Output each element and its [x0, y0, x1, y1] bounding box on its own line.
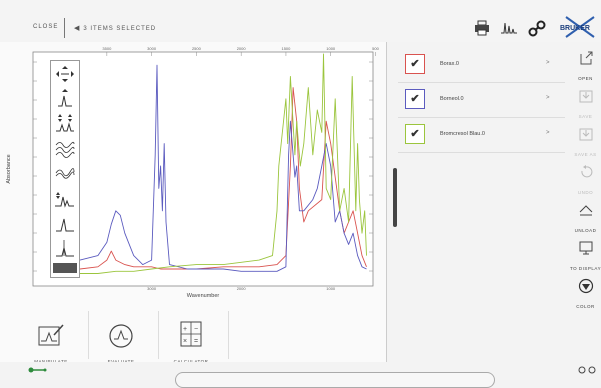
spectrum-name: Borax.0 [440, 61, 459, 67]
manipulate-button[interactable]: MANIPULATE [16, 307, 86, 375]
spectrum-checkbox[interactable]: ✔ [405, 54, 425, 74]
selection-indicator[interactable]: ◀ 3 ITEMS SELECTED [74, 24, 156, 32]
top-tick-label: 3000 [147, 46, 157, 51]
bruker-logo: BRUKER [560, 14, 601, 45]
save-icon [579, 90, 592, 103]
scale-tool[interactable] [53, 113, 77, 133]
peak-pick-tool[interactable] [53, 188, 77, 208]
save-as-button[interactable]: SAVE AS [570, 126, 601, 166]
series-line-2 [79, 64, 367, 272]
marker-tool[interactable] [53, 238, 77, 258]
top-tick-label: 2500 [192, 46, 202, 51]
unload-label: UNLOAD [574, 228, 597, 233]
evaluate-label: EVALUATE [86, 359, 156, 364]
action-sidebar: OPEN SAVE SAVE AS UNDO UNLOAD TO DISPLAY… [570, 42, 601, 362]
save-button[interactable]: SAVE [570, 88, 601, 128]
open-button[interactable]: OPEN [570, 50, 601, 90]
spectrum-checkbox[interactable]: ✔ [405, 89, 425, 109]
save-as-label: SAVE AS [574, 152, 597, 157]
svg-text:×: × [183, 338, 187, 345]
spectra-list: ✔ Borax.0 > ✔ Borneol.0 > ✔ Bromcresol B… [398, 48, 565, 153]
check-icon: ✔ [410, 58, 420, 70]
connection-icon [28, 367, 47, 373]
evaluate-button[interactable]: EVALUATE [86, 307, 156, 375]
manipulate-label: MANIPULATE [16, 359, 86, 364]
chart-tool-palette [50, 60, 80, 278]
x-tick-label: 1000 [326, 286, 336, 291]
save-as-icon [579, 128, 592, 141]
color-icon [578, 278, 593, 294]
series-line-3 [80, 53, 367, 274]
color-label: COLOR [576, 304, 595, 309]
chevron-right-icon[interactable]: > [546, 60, 550, 66]
top-toolbar: CLOSE ◀ 3 ITEMS SELECTED BRUKER [0, 0, 601, 42]
open-label: OPEN [578, 76, 593, 81]
active-tool-indicator[interactable] [53, 263, 77, 273]
x-tick-label: 2000 [237, 286, 247, 291]
overlay-tool[interactable] [53, 163, 77, 183]
check-icon: ✔ [410, 93, 420, 105]
pan-zoom-tool[interactable] [53, 64, 77, 84]
manipulate-icon [38, 324, 64, 346]
spectrum-item[interactable]: ✔ Borax.0 > [398, 48, 565, 83]
undo-label: UNDO [577, 190, 594, 195]
printer-icon[interactable] [474, 20, 490, 41]
peak-icon[interactable] [500, 20, 518, 41]
top-tick-label: 1000 [326, 46, 336, 51]
open-icon [580, 51, 592, 65]
evaluate-icon [109, 324, 133, 348]
spectrum-name: Bromcresol Blau.0 [440, 131, 485, 137]
spectrum-checkbox[interactable]: ✔ [405, 124, 425, 144]
logo-text: BRUKER [560, 25, 590, 32]
unload-icon [579, 205, 592, 216]
svg-text:−: − [194, 326, 198, 333]
unload-button[interactable]: UNLOAD [570, 202, 601, 242]
vertical-zoom-tool[interactable] [53, 88, 77, 108]
close-button[interactable]: CLOSE [33, 24, 59, 30]
top-tick-label: 1500 [281, 46, 291, 51]
calculator-label: CALCULATOR [156, 359, 226, 364]
svg-text:=: = [194, 338, 198, 345]
panel-divider [386, 42, 387, 362]
spectrum-item[interactable]: ✔ Bromcresol Blau.0 > [398, 118, 565, 153]
spectrum-item[interactable]: ✔ Borneol.0 > [398, 83, 565, 118]
page-dots-icon[interactable] [578, 365, 598, 375]
undo-button[interactable]: UNDO [570, 164, 601, 204]
bottom-drawer-handle[interactable] [175, 372, 495, 388]
plot-frame [32, 51, 374, 287]
toolbar-divider [64, 18, 65, 38]
svg-text:+: + [183, 326, 187, 333]
tool-divider [158, 311, 159, 359]
top-tick-label: 3500 [102, 46, 112, 51]
back-arrow-icon: ◀ [74, 25, 81, 32]
color-button[interactable]: COLOR [570, 278, 601, 318]
undo-icon [580, 165, 592, 178]
calculator-button[interactable]: +−× = CALCULATOR [156, 307, 226, 375]
top-tick-label: 500 [372, 46, 379, 51]
selection-label: 3 ITEMS SELECTED [83, 26, 157, 32]
link-icon[interactable] [528, 20, 546, 43]
to-display-label: TO DISPLAY [570, 266, 601, 271]
spectrum-name: Borneol.0 [440, 96, 464, 102]
top-tick-label: 2000 [237, 46, 247, 51]
to-display-button[interactable]: TO DISPLAY [570, 240, 601, 280]
x-axis-label: Wavenumber [187, 293, 220, 299]
check-icon: ✔ [410, 128, 420, 140]
tool-divider [88, 311, 89, 359]
calculator-icon: + −× = [180, 321, 202, 347]
chevron-right-icon[interactable]: > [546, 130, 550, 136]
chevron-right-icon[interactable]: > [546, 95, 550, 101]
x-tick-label: 3000 [147, 286, 157, 291]
spectrum-view: 3500 3000 2500 2000 1500 1000 500 3000 2000 1000 … [0, 42, 387, 364]
panel-resize-handle[interactable] [393, 168, 397, 227]
tool-divider [228, 311, 229, 359]
save-label: SAVE [578, 114, 593, 119]
stack-tool[interactable] [53, 138, 77, 158]
y-axis-label: Absorbance [6, 154, 12, 183]
display-icon [579, 241, 592, 255]
single-peak-tool[interactable] [53, 213, 77, 233]
